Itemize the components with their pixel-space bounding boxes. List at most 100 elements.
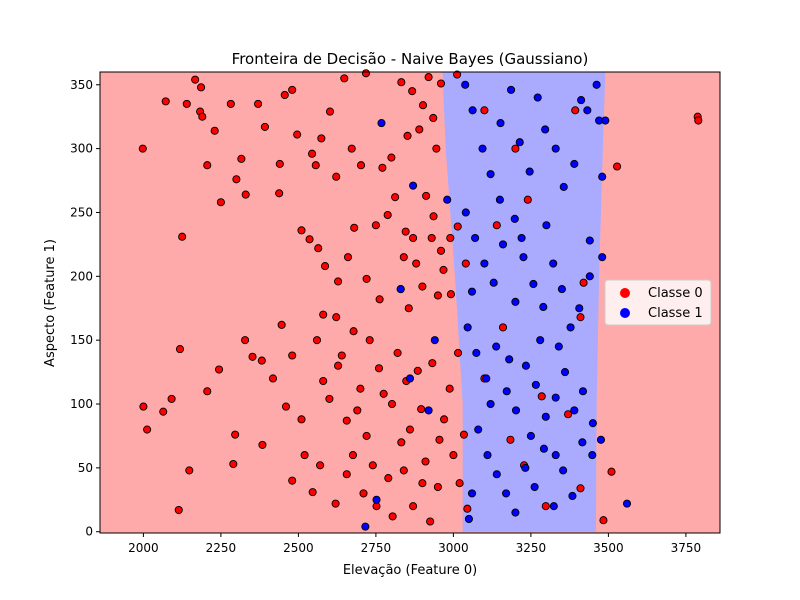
data-point-classe-1 (578, 387, 588, 396)
data-point-classe-0 (401, 227, 410, 236)
data-point-classe-0 (418, 282, 427, 291)
y-tick-label: 250 (70, 205, 93, 219)
data-point-classe-0 (409, 502, 418, 511)
data-point-classe-0 (384, 474, 393, 483)
data-point-classe-0 (139, 402, 148, 411)
x-tick-label: 2750 (361, 541, 392, 555)
data-point-classe-0 (694, 116, 703, 125)
data-point-classe-1 (507, 85, 516, 94)
data-point-classe-0 (399, 253, 408, 262)
data-point-classe-0 (314, 244, 323, 253)
data-point-classe-0 (446, 290, 455, 299)
data-point-classe-0 (343, 253, 353, 262)
data-point-classe-1 (585, 236, 594, 245)
y-tick-label: 350 (70, 78, 93, 92)
data-point-classe-0 (347, 144, 356, 153)
data-point-classe-0 (445, 384, 454, 393)
data-point-classe-1 (559, 466, 568, 475)
data-point-classe-1 (578, 438, 587, 447)
data-point-classe-0 (300, 451, 309, 460)
data-point-classe-1 (529, 279, 538, 289)
data-point-classe-1 (549, 259, 558, 268)
data-point-classe-0 (331, 499, 340, 508)
data-point-classe-1 (468, 106, 477, 115)
data-point-classe-0 (446, 233, 455, 243)
data-point-classe-1 (541, 125, 550, 134)
x-tick-label: 2000 (128, 541, 159, 555)
data-point-classe-0 (453, 70, 462, 79)
data-point-classe-0 (393, 348, 402, 357)
data-point-classe-0 (359, 489, 368, 498)
data-point-classe-0 (426, 517, 435, 526)
data-point-classe-1 (511, 406, 521, 415)
data-point-classe-0 (182, 99, 191, 108)
data-point-classe-0 (480, 106, 489, 115)
data-point-classe-1 (568, 491, 577, 501)
data-point-classe-1 (554, 342, 563, 351)
data-point-classe-0 (571, 106, 580, 115)
data-point-classe-0 (427, 233, 436, 243)
data-point-classe-0 (342, 416, 351, 425)
data-point-classe-1 (592, 80, 601, 89)
data-point-classe-1 (396, 285, 405, 294)
data-point-classe-1 (502, 387, 511, 396)
data-point-classe-1 (480, 259, 489, 268)
data-point-classe-0 (159, 407, 168, 416)
data-point-classe-0 (232, 175, 241, 184)
data-point-classe-0 (332, 172, 341, 181)
data-point-classe-0 (319, 376, 328, 386)
data-point-classe-1 (542, 221, 551, 230)
data-point-classe-0 (342, 470, 351, 479)
data-point-classe-1 (498, 240, 508, 249)
data-point-classe-1 (505, 355, 514, 364)
data-point-classe-0 (413, 366, 422, 375)
data-point-classe-0 (349, 327, 358, 336)
data-point-classe-1 (511, 297, 520, 306)
legend-box (604, 279, 712, 326)
data-point-classe-0 (198, 112, 207, 121)
data-point-classe-0 (353, 406, 362, 415)
data-point-classe-0 (174, 505, 183, 515)
data-point-classe-0 (375, 295, 384, 304)
data-point-classe-1 (496, 119, 505, 128)
data-point-classe-0 (257, 356, 266, 365)
data-point-classe-0 (178, 232, 187, 241)
data-point-classe-0 (405, 425, 415, 434)
data-point-classe-0 (275, 159, 284, 168)
data-point-classe-0 (599, 516, 608, 525)
data-point-classe-0 (325, 394, 334, 403)
data-point-classe-0 (436, 79, 446, 88)
data-point-classe-0 (350, 223, 359, 232)
data-point-classe-0 (429, 113, 438, 123)
data-point-classe-0 (334, 277, 343, 286)
data-point-classe-1 (539, 444, 548, 453)
data-point-classe-0 (203, 387, 212, 396)
data-point-classe-0 (260, 122, 269, 131)
data-point-classe-1 (559, 182, 568, 191)
data-point-classe-0 (332, 313, 341, 322)
data-point-classe-0 (399, 466, 408, 475)
data-point-classe-0 (428, 359, 437, 368)
data-point-classe-0 (216, 198, 225, 207)
legend-label-classe-1: Classe 1 (648, 306, 703, 321)
x-tick-label: 2500 (283, 541, 314, 555)
data-point-classe-1 (482, 374, 491, 383)
data-point-classe-0 (564, 410, 573, 419)
x-tick-label: 2250 (206, 541, 237, 555)
data-point-classe-0 (175, 345, 185, 354)
data-point-classe-0 (541, 502, 550, 511)
data-point-classe-0 (498, 323, 508, 332)
data-point-classe-1 (577, 96, 586, 105)
data-point-classe-0 (362, 274, 371, 283)
data-point-classe-1 (461, 208, 470, 217)
data-point-classe-1 (486, 170, 495, 179)
data-point-classe-0 (248, 352, 257, 361)
x-tick-label: 3250 (516, 541, 547, 555)
data-point-classe-0 (492, 221, 501, 230)
data-point-classe-1 (467, 489, 477, 498)
data-point-classe-1 (489, 278, 498, 287)
data-point-classe-0 (365, 336, 374, 345)
data-point-classe-1 (551, 144, 560, 153)
x-axis-label: Elevação (Feature 0) (343, 563, 477, 578)
data-point-classe-0 (214, 365, 224, 374)
